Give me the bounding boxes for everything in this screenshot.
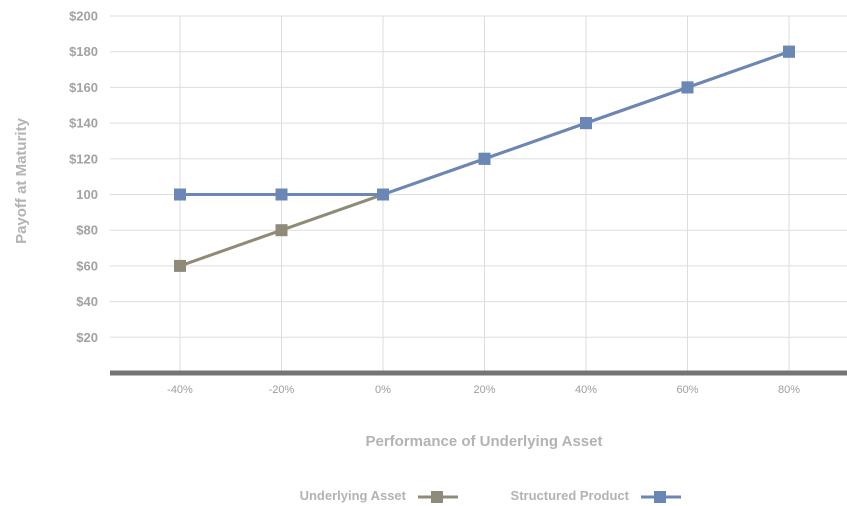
x-tick-label: 60%	[676, 384, 698, 396]
data-point-structured-product	[580, 117, 592, 130]
data-point-underlying-asset	[275, 224, 288, 237]
y-tick-label: 100	[76, 187, 98, 202]
data-point-structured-product	[783, 45, 795, 58]
data-point-structured-product	[478, 152, 491, 165]
x-tick-label: 80%	[778, 384, 800, 396]
y-tick-label: $80	[76, 223, 98, 238]
y-tick-label: $60	[76, 258, 98, 273]
y-tick-label: $20	[76, 330, 98, 345]
series-group	[174, 45, 795, 272]
legend: Underlying Asset Structured Product	[300, 488, 681, 503]
x-tick-label: 20%	[473, 384, 495, 396]
data-point-structured-product	[275, 188, 288, 201]
y-tick-label: $140	[69, 116, 98, 131]
data-point-underlying-asset	[174, 259, 186, 272]
y-tick-label: $160	[69, 80, 98, 95]
x-axis-ticks: -40% -20% 0% 20% 40% 60% 80%	[167, 384, 800, 396]
series-structured-product	[174, 45, 795, 201]
data-point-structured-product	[174, 188, 186, 201]
data-point-structured-product	[681, 81, 694, 94]
legend-marker-underlying-asset	[418, 491, 458, 503]
data-point-structured-product	[377, 188, 389, 201]
x-axis-title: Performance of Underlying Asset	[365, 433, 602, 450]
y-axis-title: Payoff at Maturity	[13, 117, 30, 244]
x-tick-label: -40%	[167, 384, 193, 396]
y-axis-ticks: $20 $40 $60 $80 100 $120 $140 $160 $180 $200	[69, 9, 98, 345]
y-tick-label: $120	[69, 151, 98, 166]
x-tick-label: 40%	[575, 384, 597, 396]
x-tick-label: 0%	[375, 384, 391, 396]
y-tick-label: $40	[76, 294, 98, 309]
legend-marker-structured-product	[641, 491, 681, 503]
x-tick-label: -20%	[269, 384, 295, 396]
legend-label-underlying-asset: Underlying Asset	[300, 488, 407, 503]
y-tick-label: $200	[69, 9, 98, 24]
y-tick-label: $180	[69, 44, 98, 59]
legend-label-structured-product: Structured Product	[511, 488, 630, 503]
